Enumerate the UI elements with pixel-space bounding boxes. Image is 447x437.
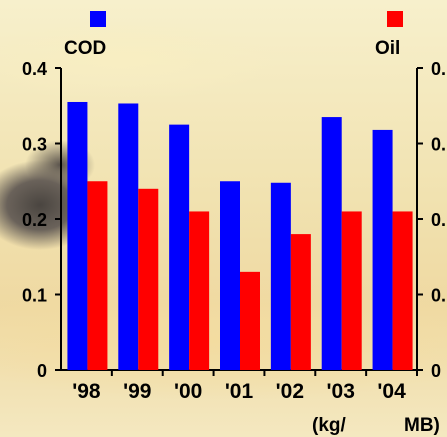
legend-swatch-oil [387, 11, 403, 27]
bar-oil [341, 211, 362, 370]
bar-cod [321, 117, 342, 370]
bar-cod [220, 181, 240, 370]
legend-swatch-cod [90, 11, 106, 27]
y-tick-label-right: 0 [431, 361, 441, 381]
y-tick-label-left: 0 [37, 361, 47, 381]
bar-oil [87, 181, 108, 370]
x-tick-label: '02 [276, 380, 304, 403]
x-tick-label: '98 [72, 380, 101, 403]
y-tick-label-right: 0. [431, 59, 446, 79]
y-tick-label-right: 0. [431, 286, 446, 306]
bar-cod [169, 124, 190, 370]
legend-label-oil: Oil [375, 38, 400, 59]
bars [67, 101, 413, 371]
y-tick-label-right: 0. [431, 135, 446, 155]
bar-cod [67, 101, 88, 370]
legend: COD Oil [64, 11, 403, 59]
x-tick-label: '04 [377, 380, 406, 403]
y-tick-label-left: 0.4 [22, 59, 47, 79]
bar-oil [392, 211, 413, 370]
bar-cod [372, 129, 393, 370]
bar-oil [189, 211, 210, 370]
y-tick-label-left: 0.1 [22, 286, 47, 306]
y-tick-label-left: 0.3 [22, 135, 47, 155]
x-tick-label: '03 [327, 380, 355, 403]
y-tick-label-left: 0.2 [22, 210, 47, 230]
bar-oil [290, 234, 311, 370]
bar-oil [138, 188, 159, 370]
bar-oil [240, 271, 260, 370]
x-tick-label: '01 [225, 380, 254, 403]
bar-cod [270, 182, 291, 370]
unit-label-left: (kg/ [312, 415, 347, 436]
x-tick-label: '00 [174, 380, 202, 403]
unit-label-right: MB) [404, 415, 440, 436]
x-tick-label: '99 [123, 380, 151, 403]
tick-labels: 0 0 0.1 0. 0.2 0. 0.3 0. 0.4 0. '98 '99 '00 '01 '02 '03… [22, 59, 446, 403]
bar-cod [118, 103, 139, 371]
legend-label-cod: COD [64, 38, 106, 59]
y-tick-label-right: 0. [431, 210, 446, 230]
